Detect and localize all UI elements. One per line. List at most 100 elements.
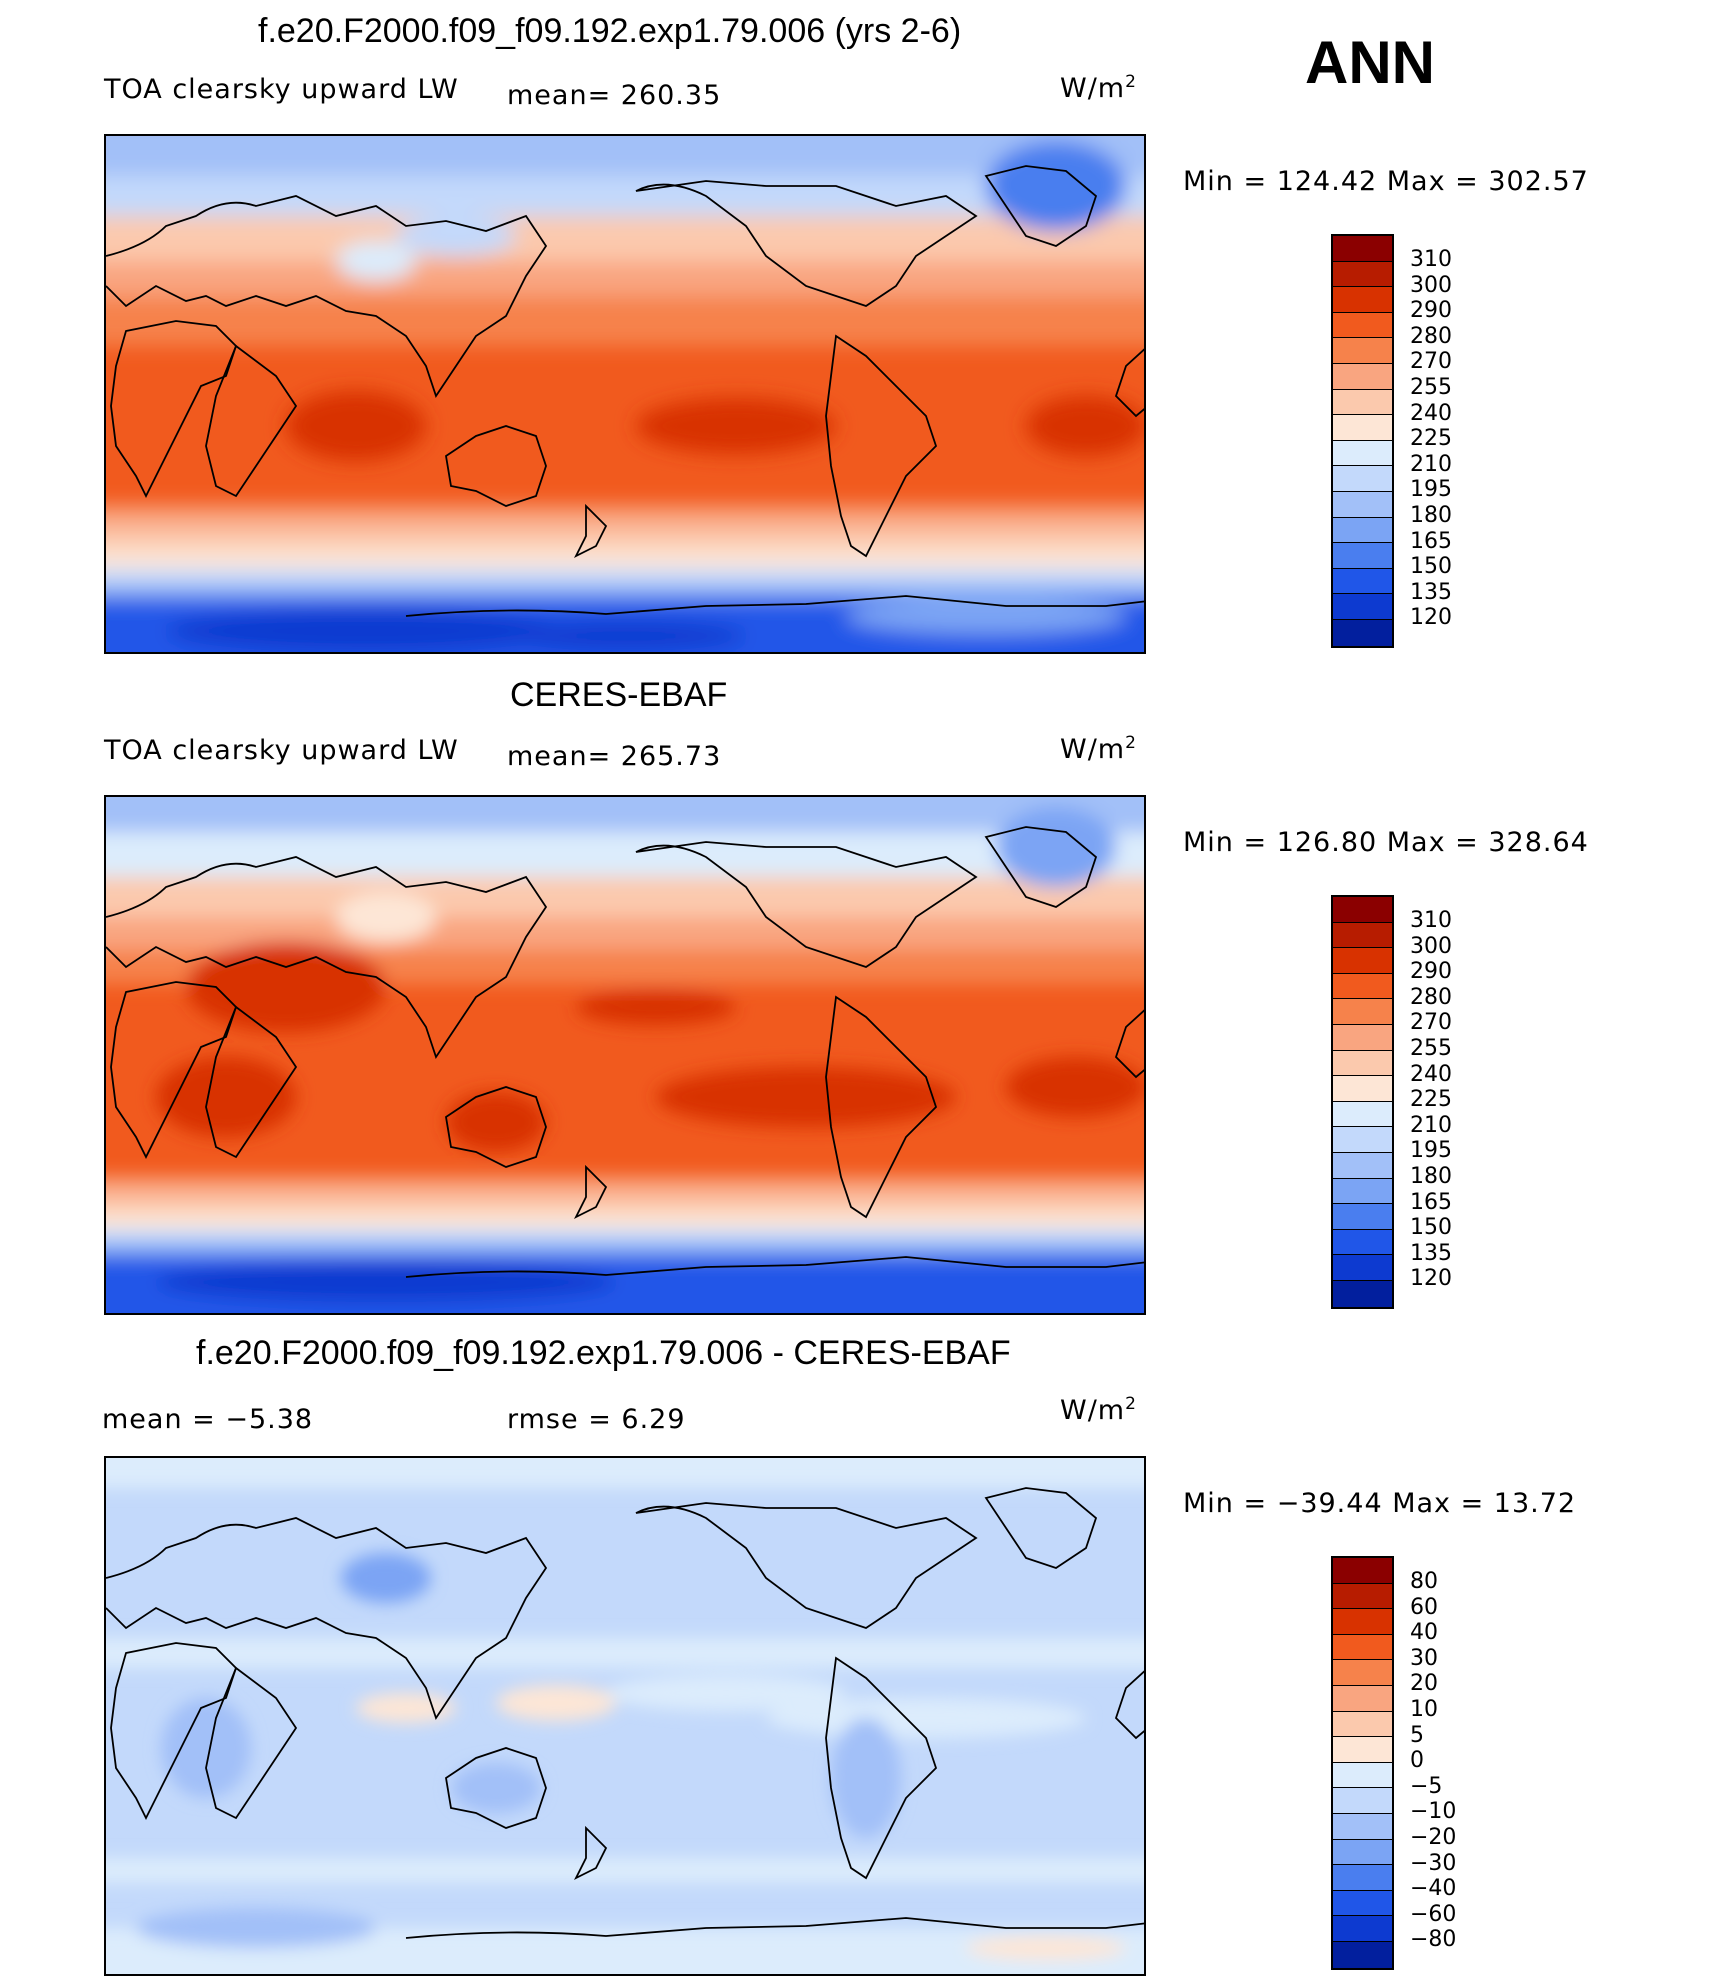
tick-label: 240 <box>1410 1061 1452 1087</box>
colorbar-swatch <box>1333 440 1392 467</box>
colorbar-swatch <box>1333 1255 1392 1281</box>
panel1-title: f.e20.F2000.f09_f09.192.exp1.79.006 (yrs… <box>258 12 962 50</box>
panel1-map <box>104 134 1146 654</box>
tick-label: 300 <box>1410 933 1452 959</box>
panel2-map <box>104 795 1146 1315</box>
tick-label: 280 <box>1410 984 1452 1010</box>
colorbar-swatch <box>1333 517 1392 544</box>
panel2-colorbar <box>1331 895 1394 1309</box>
tick-label: 270 <box>1410 1010 1452 1036</box>
tick-label: 30 <box>1410 1645 1438 1671</box>
colorbar-swatch <box>1333 466 1392 492</box>
panel2-mean-label: mean= 265.73 <box>507 741 722 772</box>
colorbar-swatch <box>1333 594 1392 620</box>
colorbar-swatch <box>1333 1229 1392 1256</box>
panel3-mean-label: mean = −5.38 <box>102 1404 314 1435</box>
colorbar-swatch <box>1333 1609 1392 1635</box>
panel2-units: W/m2 <box>1060 733 1137 765</box>
tick-label: 240 <box>1410 400 1452 426</box>
panel2-minmax: Min = 126.80 Max = 328.64 <box>1183 827 1589 858</box>
colorbar-swatch <box>1333 948 1392 974</box>
tick-label: 210 <box>1410 1112 1452 1138</box>
panel2-field-label: TOA clearsky upward LW <box>104 735 459 766</box>
panel1-minmax: Min = 124.42 Max = 302.57 <box>1183 166 1589 197</box>
colorbar-swatch <box>1333 1762 1392 1789</box>
colorbar-swatch <box>1333 973 1392 1000</box>
tick-label: 150 <box>1410 1215 1452 1241</box>
panel2-title: CERES-EBAF <box>510 676 728 714</box>
tick-label: 255 <box>1410 1035 1452 1061</box>
colorbar-swatch <box>1333 568 1392 595</box>
colorbar-swatch <box>1333 363 1392 390</box>
colorbar-swatch <box>1333 1813 1392 1840</box>
tick-label: −5 <box>1410 1773 1443 1799</box>
colorbar-swatch <box>1333 619 1392 646</box>
tick-label: 270 <box>1410 349 1452 375</box>
colorbar-swatch <box>1333 1788 1392 1814</box>
colorbar-swatch <box>1333 1711 1392 1738</box>
tick-label: 225 <box>1410 1087 1452 1113</box>
colorbar-swatch <box>1333 1127 1392 1153</box>
tick-label: 225 <box>1410 426 1452 452</box>
tick-label: 310 <box>1410 908 1452 933</box>
colorbar-swatch <box>1333 1178 1392 1205</box>
tick-label: −80 <box>1410 1927 1457 1953</box>
panel1-units: W/m2 <box>1060 72 1137 104</box>
tick-label: 255 <box>1410 374 1452 400</box>
colorbar-swatch <box>1333 1890 1392 1917</box>
panel2-colorbar-ticks: 310 300 290 280 270 255 240 225 210 195 … <box>1410 908 1452 1292</box>
tick-label: 120 <box>1410 1266 1452 1292</box>
colorbar-swatch <box>1333 338 1392 364</box>
colorbar-swatch <box>1333 922 1392 949</box>
colorbar-swatch <box>1333 236 1392 262</box>
colorbar-swatch <box>1333 1558 1392 1584</box>
panel1-colorbar-ticks: 310 300 290 280 270 255 240 225 210 195 … <box>1410 247 1452 631</box>
colorbar-swatch <box>1333 1280 1392 1307</box>
tick-label: 10 <box>1410 1696 1438 1722</box>
colorbar-swatch <box>1333 1152 1392 1179</box>
panel3-colorbar-ticks: 80 60 40 30 20 10 5 0 −5 −10 −20 −30 −40… <box>1410 1569 1456 1953</box>
panel2-map-svg <box>106 797 1144 1313</box>
colorbar-swatch <box>1333 1583 1392 1610</box>
tick-label: −10 <box>1410 1799 1457 1825</box>
colorbar-swatch <box>1333 415 1392 441</box>
colorbar-swatch <box>1333 1204 1392 1230</box>
tick-label: 300 <box>1410 272 1452 298</box>
colorbar-swatch <box>1333 1101 1392 1128</box>
tick-label: 290 <box>1410 298 1452 324</box>
tick-label: 180 <box>1410 1163 1452 1189</box>
tick-label: 280 <box>1410 323 1452 349</box>
panel3-minmax: Min = −39.44 Max = 13.72 <box>1183 1488 1577 1519</box>
tick-label: −30 <box>1410 1850 1457 1876</box>
colorbar-swatch <box>1333 491 1392 518</box>
tick-label: 310 <box>1410 247 1452 272</box>
tick-label: 150 <box>1410 554 1452 580</box>
tick-label: 210 <box>1410 451 1452 477</box>
panel3-title: f.e20.F2000.f09_f09.192.exp1.79.006 - CE… <box>196 1334 1011 1372</box>
colorbar-swatch <box>1333 1737 1392 1763</box>
tick-label: 165 <box>1410 528 1452 554</box>
colorbar-swatch <box>1333 312 1392 339</box>
tick-label: 5 <box>1410 1722 1424 1748</box>
panel1-colorbar <box>1331 234 1394 648</box>
panel3-units: W/m2 <box>1060 1394 1137 1426</box>
tick-label: 40 <box>1410 1620 1438 1646</box>
tick-label: −20 <box>1410 1824 1457 1850</box>
colorbar-swatch <box>1333 1941 1392 1968</box>
colorbar-swatch <box>1333 1839 1392 1866</box>
tick-label: −40 <box>1410 1876 1457 1902</box>
tick-label: 0 <box>1410 1748 1424 1774</box>
colorbar-swatch <box>1333 1865 1392 1891</box>
colorbar-swatch <box>1333 1685 1392 1712</box>
season-label: ANN <box>1305 29 1435 96</box>
tick-label: −60 <box>1410 1901 1457 1927</box>
colorbar-swatch <box>1333 1024 1392 1051</box>
tick-label: 60 <box>1410 1594 1438 1620</box>
colorbar-swatch <box>1333 389 1392 416</box>
panel3-colorbar <box>1331 1556 1394 1970</box>
colorbar-swatch <box>1333 543 1392 569</box>
colorbar-swatch <box>1333 261 1392 288</box>
colorbar-swatch <box>1333 1660 1392 1686</box>
tick-label: 135 <box>1410 1240 1452 1266</box>
tick-label: 20 <box>1410 1671 1438 1697</box>
